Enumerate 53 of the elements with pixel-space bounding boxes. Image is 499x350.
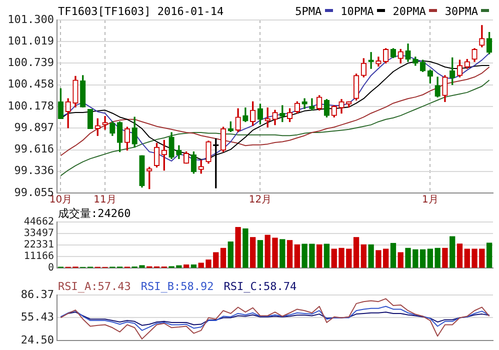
y-tick-label: 100.739: [8, 56, 54, 70]
bar: [390, 242, 396, 268]
bar: [257, 240, 264, 268]
y-tick-label: 33497: [24, 228, 54, 240]
bar: [368, 244, 374, 268]
y-tick-label: 101.019: [8, 34, 54, 48]
bar: [450, 236, 456, 268]
bar: [190, 264, 197, 268]
text: RSI_A:57.43: [58, 280, 131, 293]
y-tick-label: 100.458: [8, 78, 54, 91]
bar: [324, 244, 330, 268]
text: RSI_B:58.92: [140, 280, 214, 293]
chart-title: TF1603[TF1603] 2016-01-14: [58, 5, 224, 18]
bar: [235, 226, 241, 268]
y-tick-label: 24.50: [20, 333, 54, 346]
y-tick-label: 22331: [24, 240, 54, 251]
bar: [228, 242, 234, 268]
bar: [360, 244, 367, 268]
bar: [420, 249, 426, 268]
bar: [456, 244, 463, 268]
y-tick-label: 11166: [24, 251, 54, 262]
bar: [398, 252, 404, 268]
bar: [280, 239, 286, 268]
y-tick-label: 99.897: [14, 120, 54, 134]
bar: [294, 244, 300, 268]
bar: [316, 244, 322, 268]
legend-label: 30PMA: [444, 5, 478, 18]
x-tick-label: 1月: [422, 194, 438, 206]
y-tick-label: 44662: [24, 216, 54, 228]
legend-label: 20PMA: [392, 5, 426, 18]
legend-label: 5PMA: [295, 5, 322, 18]
y-tick-label: 99.055: [14, 186, 54, 199]
bar: [442, 248, 448, 268]
y-tick-label: 99.616: [14, 142, 54, 156]
bar: [183, 264, 190, 268]
bar: [353, 237, 360, 268]
y-tick-label: 0: [48, 262, 54, 274]
y-tick-label: 86.37: [20, 288, 54, 301]
y-tick-label: 55.43: [20, 310, 54, 324]
candlestick: [102, 116, 108, 130]
bar: [220, 248, 226, 268]
x-tick-label: 11月: [94, 194, 116, 206]
y-tick-label: 99.336: [14, 164, 54, 178]
bar: [242, 228, 248, 268]
y-tick-label: 101.300: [8, 12, 54, 26]
y-tick-label: 100.178: [8, 99, 54, 112]
legend-label: 10PMA: [340, 5, 374, 18]
text: RSI_C:58.74: [224, 280, 297, 293]
x-tick-label: 12月: [248, 194, 272, 206]
chart-title: 成交量:24260: [58, 207, 131, 220]
bar: [286, 240, 293, 268]
bar: [250, 237, 256, 268]
bar: [486, 242, 492, 268]
